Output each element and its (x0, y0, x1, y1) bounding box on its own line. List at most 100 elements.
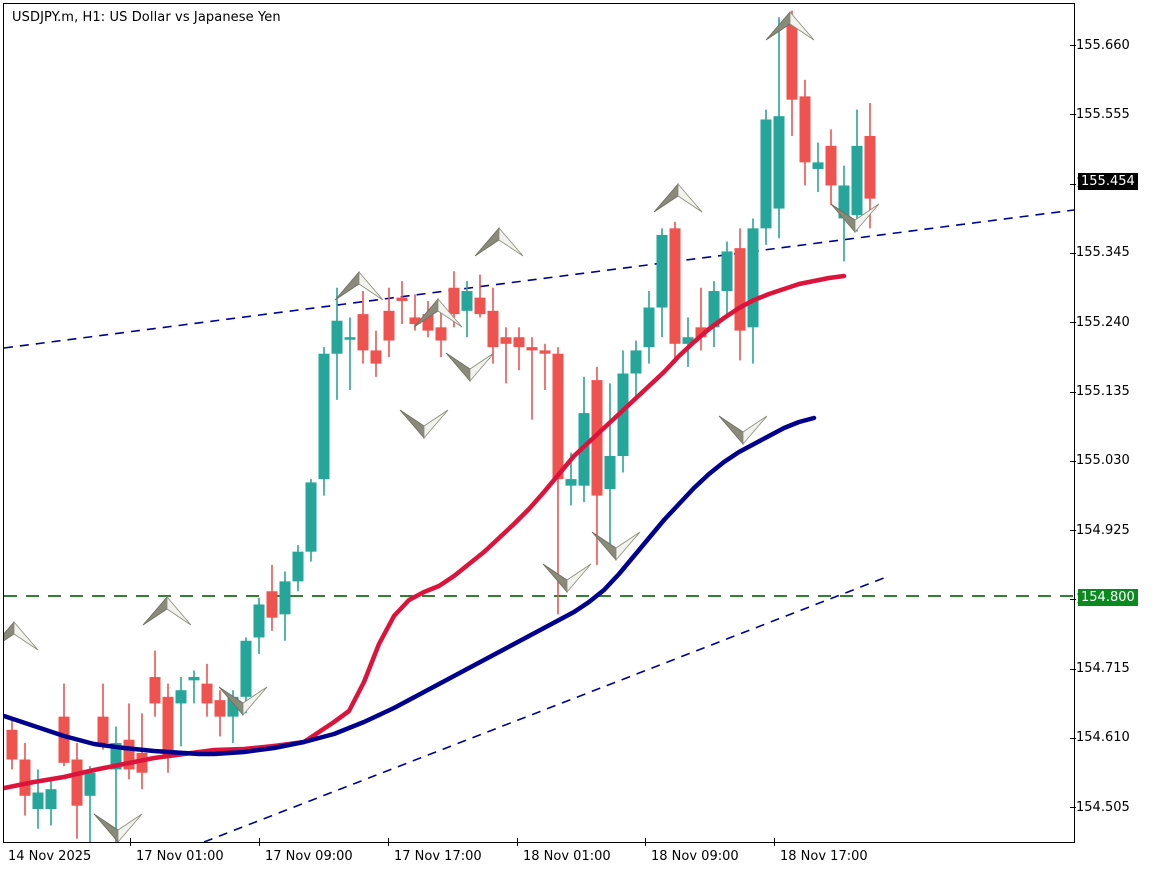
arrow-down-icon[interactable] (718, 415, 768, 446)
ma-line-slow[interactable] (4, 415, 817, 757)
candle-body[interactable] (461, 291, 473, 311)
candle-body[interactable] (175, 690, 187, 704)
candle-body[interactable] (682, 337, 694, 344)
candle-body[interactable] (409, 317, 421, 325)
candle-body[interactable] (851, 145, 863, 216)
candle-body[interactable] (253, 604, 265, 638)
candle-body[interactable] (539, 350, 551, 354)
candle-body[interactable] (110, 743, 122, 770)
candle-body[interactable] (630, 350, 642, 374)
candle-body[interactable] (604, 455, 616, 489)
current-price-tag[interactable]: 155.454 (1078, 172, 1138, 190)
candle-body[interactable] (123, 739, 135, 770)
level-price-tag[interactable]: 154.800 (1078, 589, 1138, 606)
arrow-right-wing (242, 686, 268, 717)
candle-body[interactable] (136, 752, 148, 773)
candle-body[interactable] (188, 677, 200, 681)
candle-body[interactable] (305, 482, 317, 552)
candle-body[interactable] (383, 310, 395, 341)
candle-body[interactable] (656, 234, 668, 308)
candle-body[interactable] (760, 119, 772, 229)
candle-body[interactable] (84, 772, 96, 796)
ma-line-fast[interactable] (4, 273, 847, 791)
candle-body[interactable] (695, 327, 707, 338)
trendline-lower-support[interactable] (203, 575, 890, 842)
candle-body[interactable] (864, 135, 876, 199)
candle-body[interactable] (591, 380, 603, 496)
price-tick-mark (1070, 460, 1076, 462)
chart-canvas[interactable]: USDJPY.m, H1: US Dollar vs Japanese Yen (3, 3, 1075, 843)
candle-body[interactable] (279, 581, 291, 615)
arrow-left-wing (93, 813, 119, 842)
arrow-down-icon[interactable] (591, 531, 641, 562)
time-tick-mark (259, 838, 260, 846)
candle-body[interactable] (240, 640, 252, 697)
candle-body[interactable] (435, 327, 447, 341)
candle-body[interactable] (162, 696, 174, 757)
candle-body[interactable] (214, 700, 226, 717)
price-tick-label: 155.135 (1070, 384, 1130, 399)
price-tick-label: 154.505 (1070, 800, 1130, 815)
candle-body[interactable] (292, 551, 304, 582)
candle-body[interactable] (747, 228, 759, 328)
candle-body[interactable] (487, 310, 499, 348)
candle-body[interactable] (227, 696, 239, 717)
trendline-upper-resistance[interactable] (4, 209, 1074, 349)
candle-body[interactable] (773, 116, 785, 209)
arrow-down-icon[interactable] (399, 409, 449, 440)
candle-body[interactable] (6, 729, 18, 760)
candle-body[interactable] (58, 716, 70, 763)
candle-body[interactable] (812, 162, 824, 169)
arrow-down-icon[interactable] (830, 203, 880, 234)
arrow-up-icon[interactable] (142, 595, 192, 626)
candle-body[interactable] (149, 677, 161, 704)
arrow-up-icon[interactable] (334, 270, 384, 301)
price-axis[interactable]: 155.660155.555155.450155.345155.240155.1… (1070, 3, 1152, 843)
candle-body[interactable] (838, 185, 850, 219)
candle-body[interactable] (786, 23, 798, 100)
candle-body[interactable] (500, 337, 512, 344)
candle-body[interactable] (45, 789, 57, 810)
candle-body[interactable] (565, 479, 577, 486)
arrow-down-icon[interactable] (542, 563, 592, 594)
candle-body[interactable] (422, 314, 434, 331)
candle-body[interactable] (201, 683, 213, 704)
candle-body[interactable] (32, 792, 44, 810)
arrow-up-icon[interactable] (4, 620, 39, 651)
price-tick-mark (1070, 391, 1076, 393)
candle-body[interactable] (734, 248, 746, 331)
candle-body[interactable] (721, 251, 733, 292)
candle-body[interactable] (370, 350, 382, 364)
candle-body[interactable] (669, 228, 681, 344)
candle-body[interactable] (396, 297, 408, 301)
candle-body[interactable] (448, 287, 460, 315)
arrow-right-wing (789, 10, 815, 41)
time-axis[interactable]: 14 Nov 2025 17 Nov 01:00 17 Nov 09:00 17 No… (3, 838, 1075, 870)
candle-body[interactable] (357, 314, 369, 351)
candle-body[interactable] (331, 320, 343, 354)
arrow-down-icon[interactable] (93, 813, 143, 842)
candle-body[interactable] (19, 759, 31, 796)
arrow-up-icon[interactable] (413, 297, 463, 328)
candle-body[interactable] (708, 291, 720, 328)
candle-body[interactable] (71, 759, 83, 806)
candle-body[interactable] (318, 353, 330, 480)
arrow-up-icon[interactable] (765, 10, 815, 41)
arrow-down-icon[interactable] (218, 686, 268, 717)
arrow-up-icon[interactable] (474, 226, 524, 257)
candle-body[interactable] (513, 337, 525, 348)
candle-body[interactable] (643, 307, 655, 348)
candle-body[interactable] (474, 297, 486, 315)
candle-body[interactable] (617, 373, 629, 456)
candle-body[interactable] (552, 353, 564, 480)
candle-body[interactable] (266, 591, 278, 618)
arrow-up-icon[interactable] (653, 182, 703, 213)
chart-plot-area[interactable] (4, 4, 1074, 842)
arrow-left-wing (474, 226, 500, 257)
candle-body[interactable] (526, 347, 538, 351)
arrow-down-icon[interactable] (445, 352, 495, 383)
candle-body[interactable] (344, 337, 356, 340)
candle-body[interactable] (799, 96, 811, 163)
candle-body[interactable] (825, 145, 837, 186)
candle-body[interactable] (97, 716, 109, 744)
